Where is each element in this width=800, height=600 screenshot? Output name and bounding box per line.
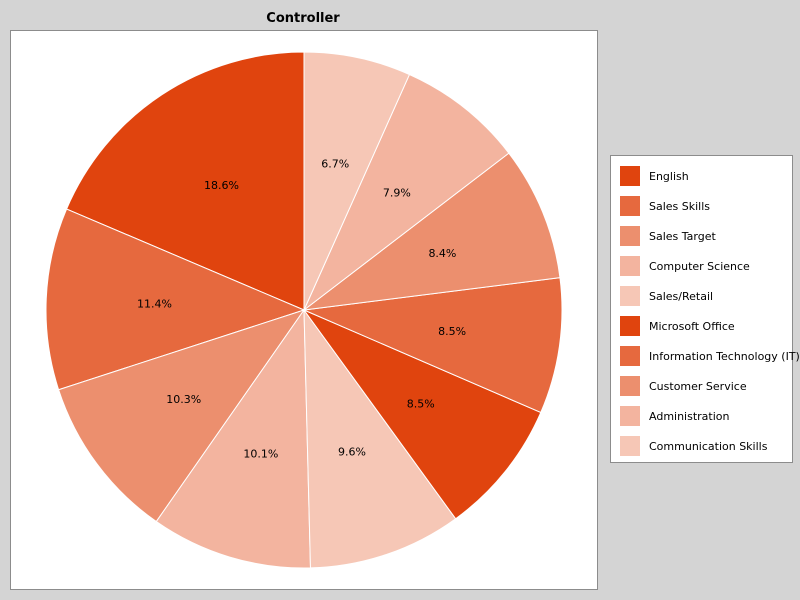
- pie-slice-sales-target: [57, 309, 306, 523]
- legend-item: English: [620, 166, 792, 186]
- pie-slice-computer-science: [155, 308, 311, 569]
- pie-slice-english: [65, 51, 305, 311]
- slice-value-label: 8.5%: [438, 325, 466, 338]
- legend-label: Sales Target: [649, 230, 716, 243]
- slice-value-label: 7.9%: [383, 187, 411, 200]
- legend-item: Sales Skills: [620, 196, 792, 216]
- legend: English Sales Skills Sales Target Computer …: [610, 155, 800, 463]
- slice-value-label: 10.1%: [243, 447, 278, 460]
- pie-slice-microsoft-office: [302, 308, 542, 520]
- legend-label: Information Technology (IT): [649, 350, 800, 363]
- slice-value-label: 10.3%: [166, 393, 201, 406]
- plot-area: 18.6% 11.4% 10.3% 10.1% 9.6% 8.5% 8.5% 8.4% 7.9%…: [10, 30, 598, 590]
- legend-item: Sales/Retail: [620, 286, 792, 306]
- slice-value-label: 8.4%: [428, 247, 456, 260]
- pie-chart: 18.6% 11.4% 10.3% 10.1% 9.6% 8.5% 8.5% 8.4% 7.9%…: [45, 51, 563, 569]
- legend-label: Sales/Retail: [649, 290, 714, 303]
- pie-slice-administration: [303, 73, 510, 311]
- legend-swatch: [620, 166, 640, 186]
- legend-swatch: [620, 286, 640, 306]
- legend-item: Communication Skills: [620, 436, 792, 456]
- pie-slice-information-technology-it: [302, 277, 563, 414]
- legend-item: Information Technology (IT): [620, 346, 800, 366]
- legend-swatch: [620, 436, 640, 456]
- legend-swatch: [620, 346, 640, 366]
- legend-label: Sales Skills: [649, 200, 711, 213]
- pie-slice-customer-service: [302, 152, 561, 311]
- legend-label: Administration: [649, 410, 730, 423]
- legend-swatch: [620, 196, 640, 216]
- slice-value-label: 18.6%: [204, 179, 239, 192]
- legend-item: Microsoft Office: [620, 316, 792, 336]
- pie-slice-sales-skills: [45, 208, 306, 391]
- slice-value-label: 8.5%: [407, 398, 435, 411]
- legend-label: Communication Skills: [649, 440, 768, 453]
- slice-value-label: 9.6%: [338, 446, 366, 459]
- legend-label: English: [649, 170, 689, 183]
- legend-label: Computer Science: [649, 260, 750, 273]
- legend-swatch: [620, 316, 640, 336]
- legend-swatch: [620, 226, 640, 246]
- legend-item: Sales Target: [620, 226, 792, 246]
- chart-title: Controller: [266, 11, 340, 26]
- legend-swatch: [620, 256, 640, 276]
- legend-swatch: [620, 406, 640, 426]
- legend-item: Administration: [620, 406, 792, 426]
- legend-label: Customer Service: [649, 380, 747, 393]
- legend-swatch: [620, 376, 640, 396]
- legend-item: Computer Science: [620, 256, 792, 276]
- legend-item: Customer Service: [620, 376, 792, 396]
- slice-value-label: 11.4%: [137, 297, 172, 310]
- slice-value-label: 6.7%: [321, 158, 349, 171]
- legend-label: Microsoft Office: [649, 320, 735, 333]
- pie-slice-communication-skills: [303, 51, 411, 311]
- pie-slice-sales-retail: [303, 308, 457, 569]
